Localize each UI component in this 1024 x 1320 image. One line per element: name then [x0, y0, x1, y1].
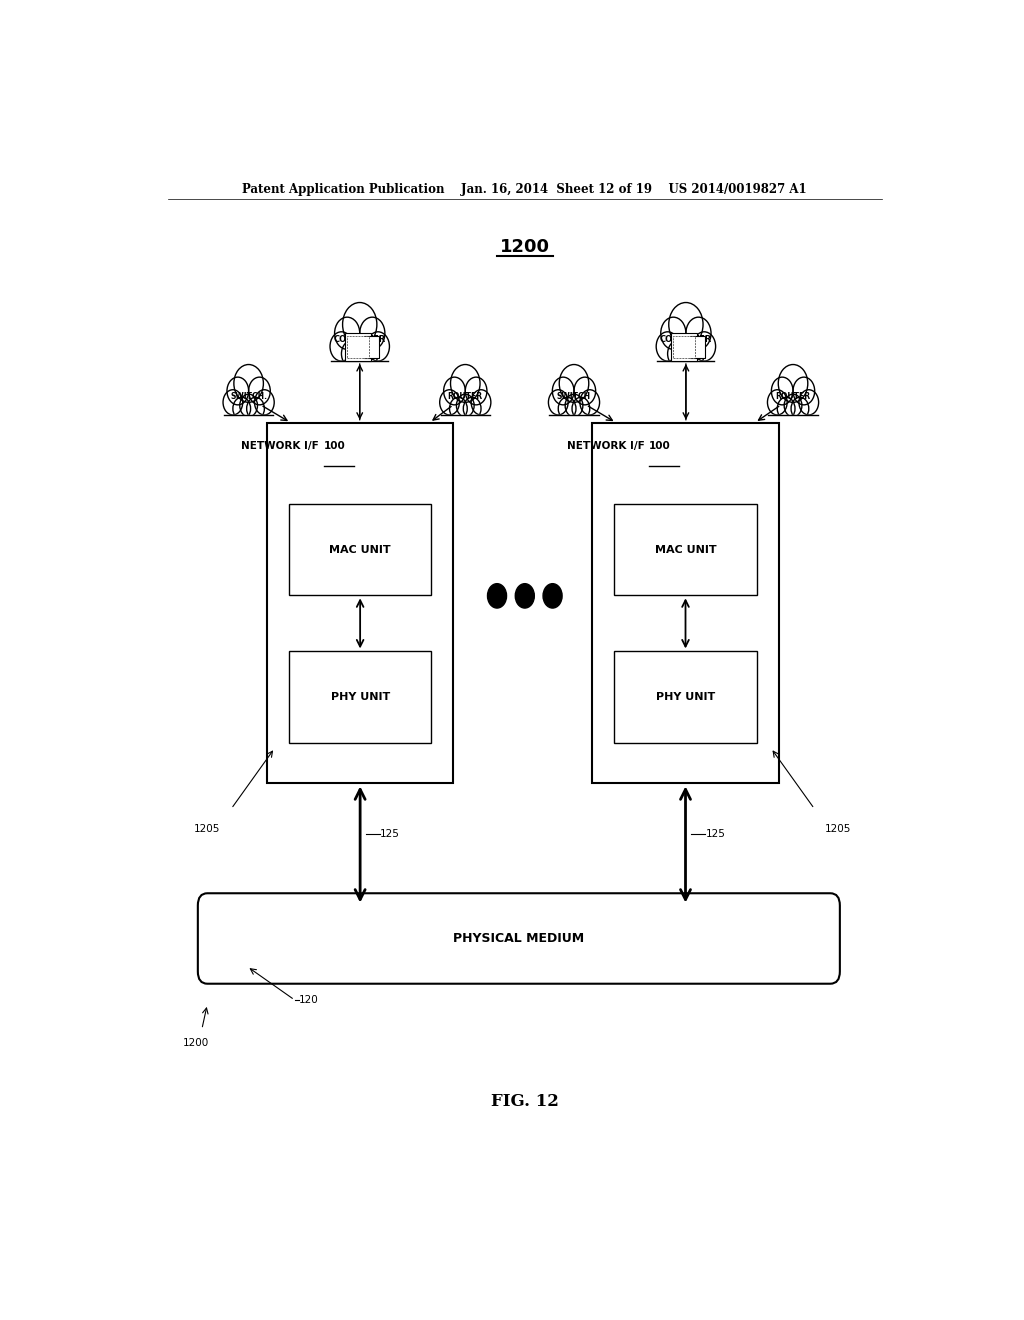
Circle shape	[247, 397, 264, 420]
Bar	[289, 504, 431, 595]
Bar	[364, 337, 379, 358]
Text: ROUTER: ROUTER	[775, 392, 811, 400]
Circle shape	[439, 389, 460, 414]
Circle shape	[240, 395, 257, 417]
Circle shape	[669, 302, 703, 346]
Circle shape	[343, 302, 377, 346]
Circle shape	[232, 397, 251, 420]
Circle shape	[357, 341, 378, 367]
Text: 1200: 1200	[500, 238, 550, 256]
Circle shape	[255, 389, 274, 414]
Text: 100: 100	[649, 441, 671, 451]
Text: MAC UNIT: MAC UNIT	[654, 545, 717, 554]
Circle shape	[693, 331, 716, 362]
Circle shape	[559, 364, 589, 403]
Circle shape	[330, 331, 353, 362]
Text: 100: 100	[324, 441, 345, 451]
Text: ROUTER: ROUTER	[447, 392, 483, 400]
Circle shape	[552, 378, 574, 405]
Circle shape	[465, 378, 487, 405]
Text: 125: 125	[380, 829, 399, 840]
Text: Patent Application Publication    Jan. 16, 2014  Sheet 12 of 19    US 2014/00198: Patent Application Publication Jan. 16, …	[243, 182, 807, 195]
Circle shape	[784, 395, 802, 417]
Circle shape	[359, 317, 385, 350]
Circle shape	[451, 364, 480, 403]
Bar	[267, 422, 454, 784]
Bar	[690, 337, 706, 358]
Circle shape	[223, 389, 243, 414]
Bar	[766, 414, 820, 425]
Circle shape	[686, 317, 711, 350]
Circle shape	[349, 337, 370, 363]
Bar	[614, 651, 757, 743]
Bar	[438, 414, 493, 425]
Circle shape	[660, 317, 686, 350]
Circle shape	[249, 378, 270, 405]
Circle shape	[799, 389, 818, 414]
Bar	[344, 333, 371, 360]
Circle shape	[558, 397, 575, 420]
Bar	[289, 651, 431, 743]
Circle shape	[487, 583, 507, 609]
Text: MAC UNIT: MAC UNIT	[330, 545, 391, 554]
Circle shape	[233, 364, 263, 403]
Circle shape	[515, 583, 535, 609]
Circle shape	[792, 397, 809, 420]
Circle shape	[335, 317, 359, 350]
Bar	[671, 333, 696, 360]
Circle shape	[543, 583, 562, 609]
Text: NETWORK I/F: NETWORK I/F	[567, 441, 648, 451]
Circle shape	[574, 378, 596, 405]
Circle shape	[668, 341, 688, 367]
FancyBboxPatch shape	[198, 894, 840, 983]
Text: FIG. 12: FIG. 12	[490, 1093, 559, 1110]
Circle shape	[457, 395, 474, 417]
Text: COMPUTER: COMPUTER	[334, 334, 386, 343]
Text: 1205: 1205	[825, 824, 852, 834]
Bar	[654, 362, 718, 372]
Text: SWITCH.: SWITCH.	[230, 392, 267, 400]
Text: COMPUTER: COMPUTER	[659, 334, 712, 343]
Bar	[614, 504, 757, 595]
Circle shape	[463, 397, 481, 420]
Text: PHY UNIT: PHY UNIT	[656, 692, 715, 702]
Bar	[346, 335, 369, 358]
Text: PHY UNIT: PHY UNIT	[331, 692, 390, 702]
Text: NETWORK I/F: NETWORK I/F	[242, 441, 323, 451]
Text: 1205: 1205	[195, 824, 220, 834]
Circle shape	[580, 389, 600, 414]
Text: SWITCH: SWITCH	[557, 392, 591, 400]
Circle shape	[565, 395, 583, 417]
Circle shape	[656, 331, 679, 362]
Bar	[592, 422, 778, 784]
Circle shape	[572, 397, 590, 420]
Circle shape	[341, 341, 362, 367]
Bar	[329, 362, 391, 372]
Text: 120: 120	[299, 995, 318, 1005]
Circle shape	[793, 378, 815, 405]
Circle shape	[549, 389, 568, 414]
Circle shape	[443, 378, 465, 405]
Text: PHYSICAL MEDIUM: PHYSICAL MEDIUM	[454, 932, 585, 945]
Circle shape	[771, 378, 793, 405]
Circle shape	[676, 337, 696, 363]
Circle shape	[767, 389, 787, 414]
Bar	[547, 414, 601, 425]
Text: 1200: 1200	[182, 1038, 209, 1048]
Circle shape	[367, 331, 389, 362]
Text: 125: 125	[706, 829, 725, 840]
Circle shape	[777, 397, 795, 420]
Circle shape	[684, 341, 705, 367]
Circle shape	[471, 389, 490, 414]
Circle shape	[450, 397, 467, 420]
Bar	[673, 335, 694, 358]
Bar	[221, 414, 275, 425]
Circle shape	[227, 378, 249, 405]
Circle shape	[778, 364, 808, 403]
